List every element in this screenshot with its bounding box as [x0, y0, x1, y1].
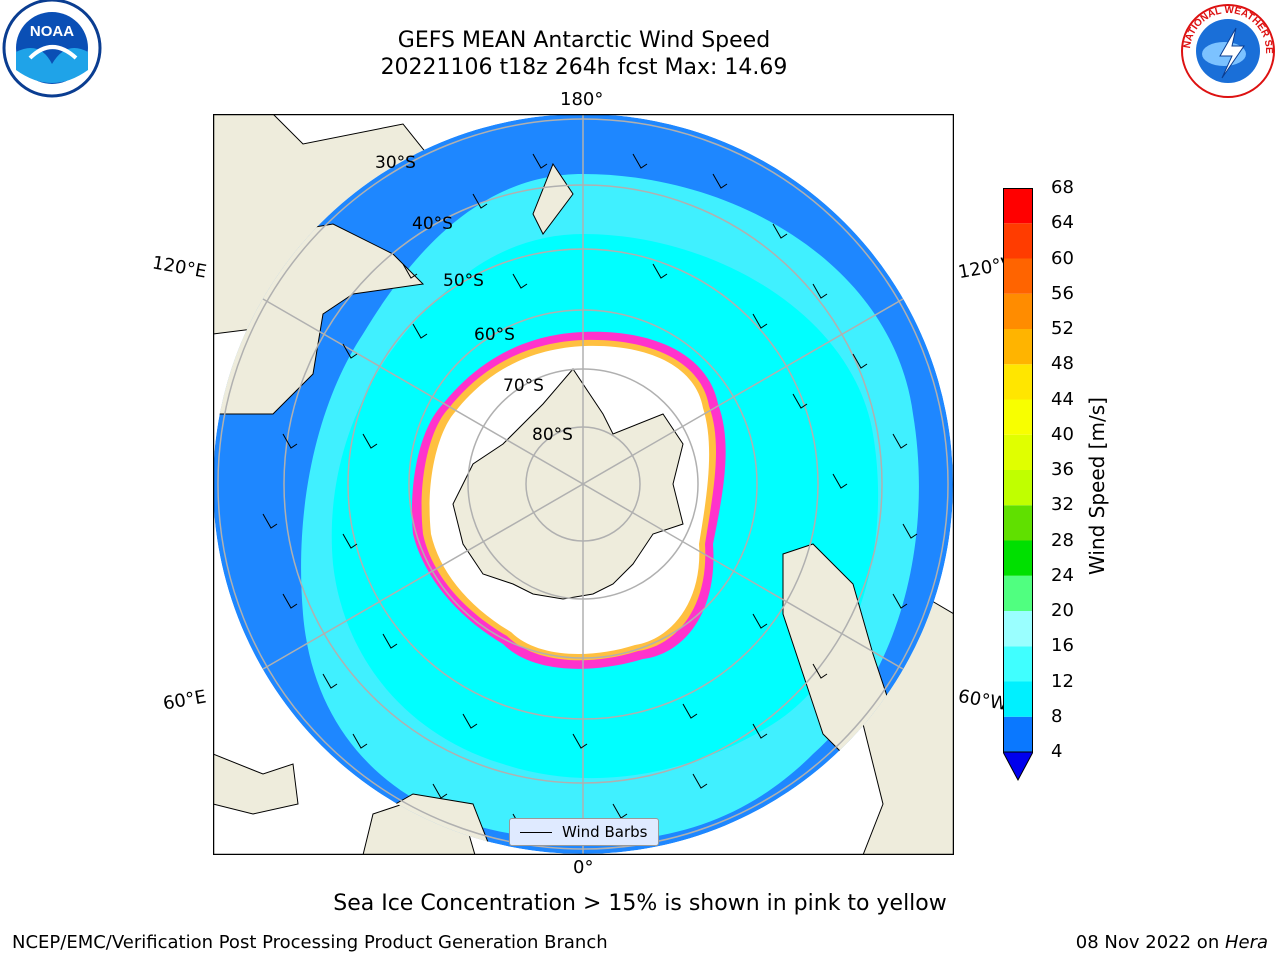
lon-label-120e: 120°E [150, 252, 209, 283]
colorbar-segment [1003, 364, 1033, 400]
footer-machine: Hera [1224, 932, 1268, 953]
lat-label-50s: 50°S [443, 271, 484, 291]
colorbar-label: Wind Speed [m/s] [1085, 397, 1109, 575]
lat-label-70s: 70°S [503, 376, 544, 396]
wind-barb-legend-line [520, 831, 552, 833]
colorbar-tick-label: 28 [1051, 529, 1074, 551]
colorbar-segment [1003, 293, 1033, 329]
map-subtitle: 20221106 t18z 264h fcst Max: 14.69 [380, 55, 788, 80]
lon-label-60w: 60°W [956, 685, 1010, 716]
colorbar-tick-label: 52 [1051, 318, 1074, 339]
colorbar-segment [1003, 575, 1033, 611]
colorbar-tick-label: 56 [1051, 282, 1074, 304]
new-zealand-land [532, 162, 574, 235]
colorbar-segment [1003, 223, 1033, 259]
colorbar [1002, 188, 1034, 784]
colorbar-segment [1003, 470, 1033, 506]
colorbar-segment [1003, 188, 1033, 224]
colorbar-frame [1003, 188, 1033, 753]
lat-label-30s: 30°S [375, 153, 416, 173]
colorbar-segment [1003, 329, 1033, 365]
colorbar-ticks: 4 8 12 16 20 24 28 32 36 40 44 48 52 56 60 64 68 [1037, 177, 1077, 770]
sea-ice-note: Sea Ice Concentration > 15% is shown in … [333, 891, 947, 916]
lat-label-80s: 80°S [532, 425, 573, 445]
colorbar-tick-label: 60 [1051, 247, 1074, 269]
colorbar-tick-label: 44 [1051, 388, 1074, 410]
noaa-logo: NOAA [0, 0, 104, 100]
colorbar-segment [1003, 646, 1033, 682]
colorbar-tick-label: 32 [1051, 494, 1074, 516]
colorbar-extend [1002, 751, 1034, 782]
lon-label-60e: 60°E [161, 686, 208, 715]
footer-date: 08 Nov 2022 on [1075, 932, 1225, 953]
footer-left: NCEP/EMC/Verification Post Processing Pr… [12, 932, 608, 953]
svg-text:NOAA: NOAA [30, 23, 74, 40]
colorbar-segment [1003, 434, 1033, 470]
lat-label-60s: 60°S [474, 325, 515, 345]
colorbar-tick-label: 12 [1051, 670, 1074, 692]
colorbar-segment [1003, 540, 1033, 576]
colorbar-segment [1003, 611, 1033, 647]
colorbar-tick-label: 16 [1051, 635, 1074, 657]
colorbar-tick-label: 48 [1051, 353, 1074, 375]
antarctica-land [452, 368, 684, 600]
colorbar-segment [1003, 505, 1033, 541]
legend: Wind Barbs [509, 818, 659, 846]
map-title: GEFS MEAN Antarctic Wind Speed [397, 28, 771, 53]
lat-label-40s: 40°S [412, 214, 453, 234]
colorbar-tick-label: 68 [1051, 177, 1074, 198]
colorbar-tick-label: 36 [1051, 459, 1074, 480]
colorbar-segment [1003, 399, 1033, 435]
graticule [217, 114, 949, 854]
colorbar-segment [1003, 681, 1033, 717]
colorbar-segment [1003, 716, 1033, 752]
colorbar-tick-label: 8 [1051, 705, 1063, 727]
legend-label: Wind Barbs [562, 823, 648, 841]
footer-right: 08 Nov 2022 on Hera [1076, 932, 1268, 953]
colorbar-tick-label: 4 [1051, 741, 1063, 762]
colorbar-tick-label: 20 [1051, 600, 1074, 621]
colorbar-tick-label: 40 [1051, 423, 1074, 445]
lon-label-180: 180° [560, 89, 604, 110]
colorbar-tick-label: 24 [1051, 564, 1074, 586]
map-frame [213, 114, 954, 855]
nws-logo: NATIONAL WEATHER SERVICE [1172, 0, 1280, 100]
colorbar-segment [1003, 258, 1033, 294]
lon-label-0: 0° [573, 857, 594, 878]
colorbar-tick-label: 64 [1051, 212, 1074, 234]
polar-map: 30°S 40°S 50°S 60°S 70°S 80°S [213, 114, 954, 855]
